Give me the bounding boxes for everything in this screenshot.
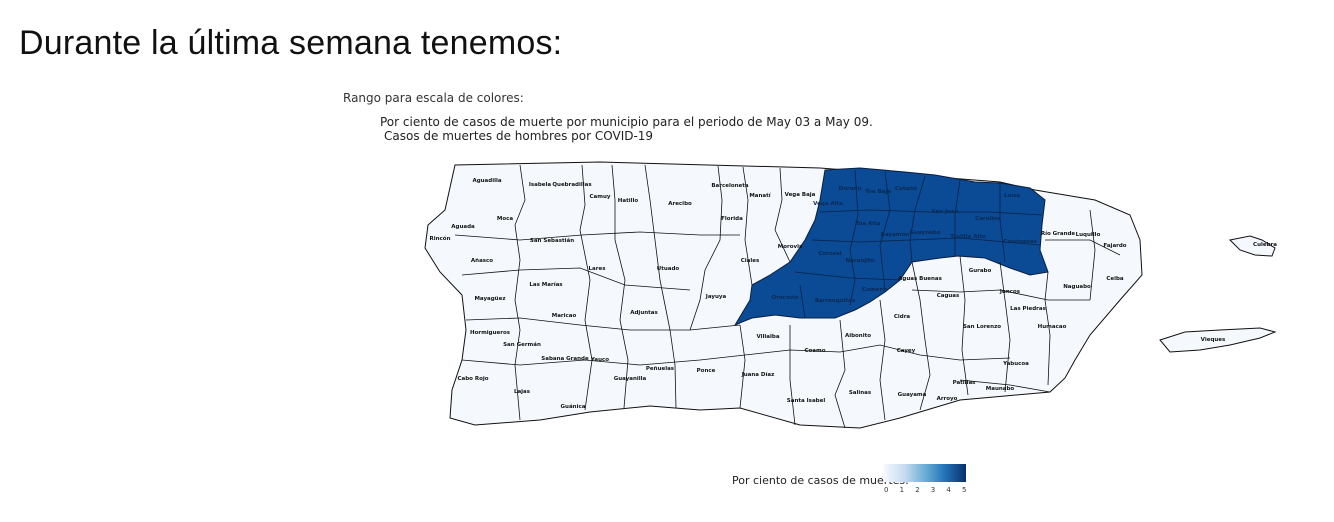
municipality-label: Culebra [1253,242,1277,248]
municipality-label: Morovis [778,244,803,250]
municipality-label: Moca [497,216,514,222]
municipality-label: Aibonito [845,333,871,339]
municipality-label: Corozal [818,251,841,257]
municipality-label: Vega Alta [813,201,843,207]
legend-tick-label: 2 [915,486,920,494]
municipality-label: Naguabo [1063,284,1091,290]
municipality-label: Rincón [430,235,451,242]
municipality-label: Dorado [839,186,862,192]
municipality-label: Arroyo [937,396,958,402]
legend-tick-label: 0 [884,486,889,494]
municipality-label: Aguas Buenas [898,276,942,282]
municipality-label: Yabucoa [1002,361,1029,367]
municipality-label: Coamo [804,348,825,354]
municipality-label: Juncos [999,289,1021,295]
municipality-label: Guaynabo [910,230,941,236]
municipality-label: Cabo Rojo [457,376,488,382]
municipality-label: Bayamón [881,231,910,238]
municipality-label: San Sebastián [530,237,574,244]
municipality-labels: Aguadilla Isabela Quebradillas Camuy Hatillo… [430,178,1278,410]
municipality-label: Fajardo [1103,243,1126,249]
municipality-label: Guánica [561,403,586,410]
municipality-label: Carolina [975,216,1001,222]
legend-title: Por ciento de casos de muertes: [732,474,909,487]
municipality-label: Humacao [1038,324,1067,330]
municipality-label: Juana Díaz [741,371,775,378]
municipal-borders [454,164,1121,429]
municipality-label: Cidra [894,314,911,320]
municipality-label: Salinas [849,390,872,396]
municipality-label: Peñuelas [646,366,675,372]
municipality-label: Isabela [529,182,552,188]
municipality-label: Barceloneta [711,183,749,189]
legend-color-bar [884,464,966,482]
municipality-label: Aguada [451,224,475,230]
map-title: Por ciento de casos de muerte por munici… [380,115,873,129]
municipality-label: Ponce [697,368,716,374]
legend-tick-label: 1 [899,486,905,494]
municipality-label: Jayuya [705,294,727,300]
color-range-label: Rango para escala de colores: [343,91,524,105]
municipality-label: Caguas [937,293,960,299]
page-heading: Durante la última semana tenemos: [19,24,563,62]
municipality-label: Guayama [898,392,927,398]
legend-tick-label: 4 [946,486,951,494]
municipality-label: Las Marías [529,281,563,288]
municipality-label: Utuado [657,266,680,272]
municipality-label: Adjuntas [630,310,658,316]
municipality-label: Ceiba [1106,276,1124,282]
municipality-label: Ciales [741,258,760,264]
municipality-label: San Juan [931,209,958,215]
municipality-label: Luquillo [1076,232,1101,238]
municipality-label: Villalba [756,334,779,340]
municipality-label: Guayanilla [614,376,647,382]
municipality-label: Cayey [897,348,916,354]
municipality-label: Loíza [1004,192,1020,199]
dark-region-borders [794,169,1043,319]
municipality-label: Naranjito [846,258,875,264]
municipality-label: Vieques [1201,337,1226,343]
municipality-label: Vega Baja [785,192,816,198]
municipality-label: Canóvanas [1003,238,1037,245]
municipality-label: Lares [589,266,607,272]
municipality-label: Barranquitas [815,298,856,304]
municipality-label: Mayagüez [474,296,505,302]
municipality-label: Patillas [953,380,977,386]
municipality-label: Santa Isabel [787,398,826,404]
municipality-label: Comerío [862,286,888,293]
municipality-label: Camuy [590,194,611,200]
municipality-label: Maunabo [986,386,1015,392]
municipality-label: Maricao [552,313,577,319]
municipality-label: Hormigueros [470,330,511,336]
municipality-label: Río Grande [1041,230,1076,237]
culebra-island [1228,235,1276,257]
municipality-label: Sabana Grande [541,356,589,362]
municipality-label: Cataño [895,186,917,192]
municipality-label: Hatillo [618,198,639,204]
municipality-label: Yauco [590,357,609,363]
municipality-label: Trujillo Alto [950,234,986,240]
municipality-label: Orocovis [772,295,800,301]
municipality-label: San Germán [503,341,541,348]
municipality-label: Las Piedras [1010,306,1046,312]
municipality-label: Lajas [514,389,531,395]
map-subtitle: Casos de muertes de hombres por COVID-19 [384,129,654,143]
municipality-label: Toa Baja [865,189,891,195]
municipality-label: Añasco [471,258,493,264]
vieques-island [1159,327,1277,353]
municipality-label: Quebradillas [552,182,592,188]
municipality-label: Florida [721,216,743,222]
municipality-label: Arecibo [668,201,692,207]
municipality-label: San Lorenzo [963,324,1001,330]
municipality-label: Toa Alta [856,221,881,227]
municipality-label: Gurabo [969,268,992,274]
municipality-label: Manatí [749,192,771,199]
legend-tick-label: 5 [962,486,967,494]
legend-tick-label: 3 [930,486,936,494]
municipality-label: Aguadilla [472,178,501,184]
